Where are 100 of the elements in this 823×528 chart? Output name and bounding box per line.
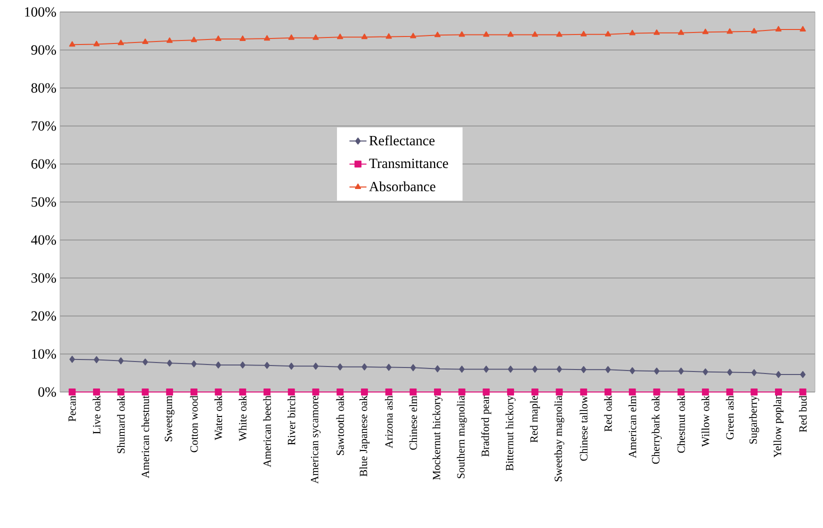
point — [264, 388, 271, 396]
point — [630, 367, 636, 374]
x-tick-label: Pecan — [68, 396, 76, 422]
x-tick-label: Water oak — [214, 396, 222, 440]
point — [774, 388, 782, 396]
x-tick-label: Red bud — [798, 396, 807, 432]
point — [458, 388, 466, 396]
point — [678, 388, 685, 396]
point — [94, 356, 100, 364]
point — [507, 388, 514, 396]
legend-label: Transmittance — [369, 158, 448, 168]
point — [361, 34, 368, 40]
point — [264, 35, 270, 41]
point — [166, 388, 174, 396]
point — [628, 388, 636, 396]
point — [288, 34, 294, 40]
point — [604, 30, 612, 36]
point — [190, 36, 198, 42]
point — [216, 362, 222, 369]
y-tick-label: 50% — [32, 197, 56, 207]
point — [386, 33, 392, 39]
point — [653, 388, 660, 396]
point — [117, 388, 124, 396]
point — [360, 388, 368, 396]
x-tick-label: White oak — [238, 396, 247, 442]
point — [386, 364, 392, 371]
point — [142, 38, 148, 44]
x-tick-label: Sweetbay magnolia — [554, 396, 564, 482]
point — [410, 388, 417, 396]
point — [556, 31, 562, 37]
x-tick-label: Chinese tallow — [580, 396, 588, 461]
point — [799, 388, 806, 396]
point — [654, 368, 660, 375]
y-tick-label: 90% — [31, 45, 56, 55]
point — [702, 368, 708, 376]
legend-label: Reflectance — [369, 135, 435, 146]
point — [385, 388, 392, 396]
point — [459, 366, 465, 373]
y-tick-label: 70% — [32, 121, 56, 131]
x-tick-label: Sweetgum — [164, 396, 174, 442]
point — [800, 371, 806, 378]
y-tick-label: 30% — [31, 273, 56, 283]
legend-label: Absorbance — [369, 181, 436, 192]
point — [507, 31, 514, 37]
point — [580, 366, 586, 374]
point — [312, 362, 318, 370]
point — [775, 26, 782, 32]
point — [288, 362, 294, 370]
x-tick-label: Blue Japanese oak — [359, 396, 370, 476]
point — [214, 388, 222, 396]
point — [604, 388, 612, 396]
point — [482, 388, 490, 396]
point — [532, 366, 538, 373]
point — [142, 358, 148, 366]
x-tick-label: Cherrybark oak — [652, 396, 662, 464]
x-tick-label: Chestnut oak — [677, 396, 685, 453]
y-tick-label: 100% — [25, 7, 56, 17]
x-tick-label: Live oak — [92, 396, 100, 434]
y-tick-label: 0% — [38, 387, 56, 397]
point — [166, 37, 173, 43]
y-tick-label: 80% — [31, 83, 56, 93]
point — [142, 388, 149, 396]
point — [580, 388, 588, 396]
point — [508, 366, 514, 373]
point — [337, 363, 343, 370]
x-tick-label: Mockernut hickory — [432, 396, 443, 480]
point — [751, 369, 757, 376]
point — [215, 35, 222, 41]
x-tick-label: Cotton wood — [190, 396, 198, 452]
point — [726, 28, 733, 34]
x-tick-label: Southern magnolia — [456, 396, 467, 478]
x-tick-label: River birch — [288, 396, 296, 445]
point — [532, 31, 538, 37]
x-tick-label: Willow oak — [702, 396, 710, 447]
point — [702, 388, 709, 396]
point — [312, 388, 320, 396]
point — [190, 388, 198, 396]
x-tick-label: American elm — [628, 396, 636, 458]
point — [240, 362, 246, 369]
x-tick-label: American beech — [263, 396, 271, 468]
x-tick-label: Shumard oak — [117, 396, 125, 454]
point — [69, 41, 76, 47]
point — [68, 388, 76, 396]
y-tick-label: 20% — [31, 311, 56, 321]
x-tick-label: Sawtooth oak — [336, 396, 344, 455]
x-tick-label: Bitternut hickory — [506, 396, 516, 471]
x-tick-label: Red maple — [530, 396, 540, 443]
point — [727, 368, 733, 376]
point — [580, 30, 587, 36]
point — [69, 356, 75, 363]
point — [166, 360, 172, 367]
x-tick-label: Arizona ash — [384, 396, 393, 448]
point — [312, 34, 319, 40]
point — [678, 29, 684, 35]
point — [191, 360, 197, 368]
point — [556, 388, 563, 396]
point — [605, 366, 611, 374]
point — [410, 364, 416, 372]
point — [726, 388, 734, 396]
point — [751, 28, 758, 34]
